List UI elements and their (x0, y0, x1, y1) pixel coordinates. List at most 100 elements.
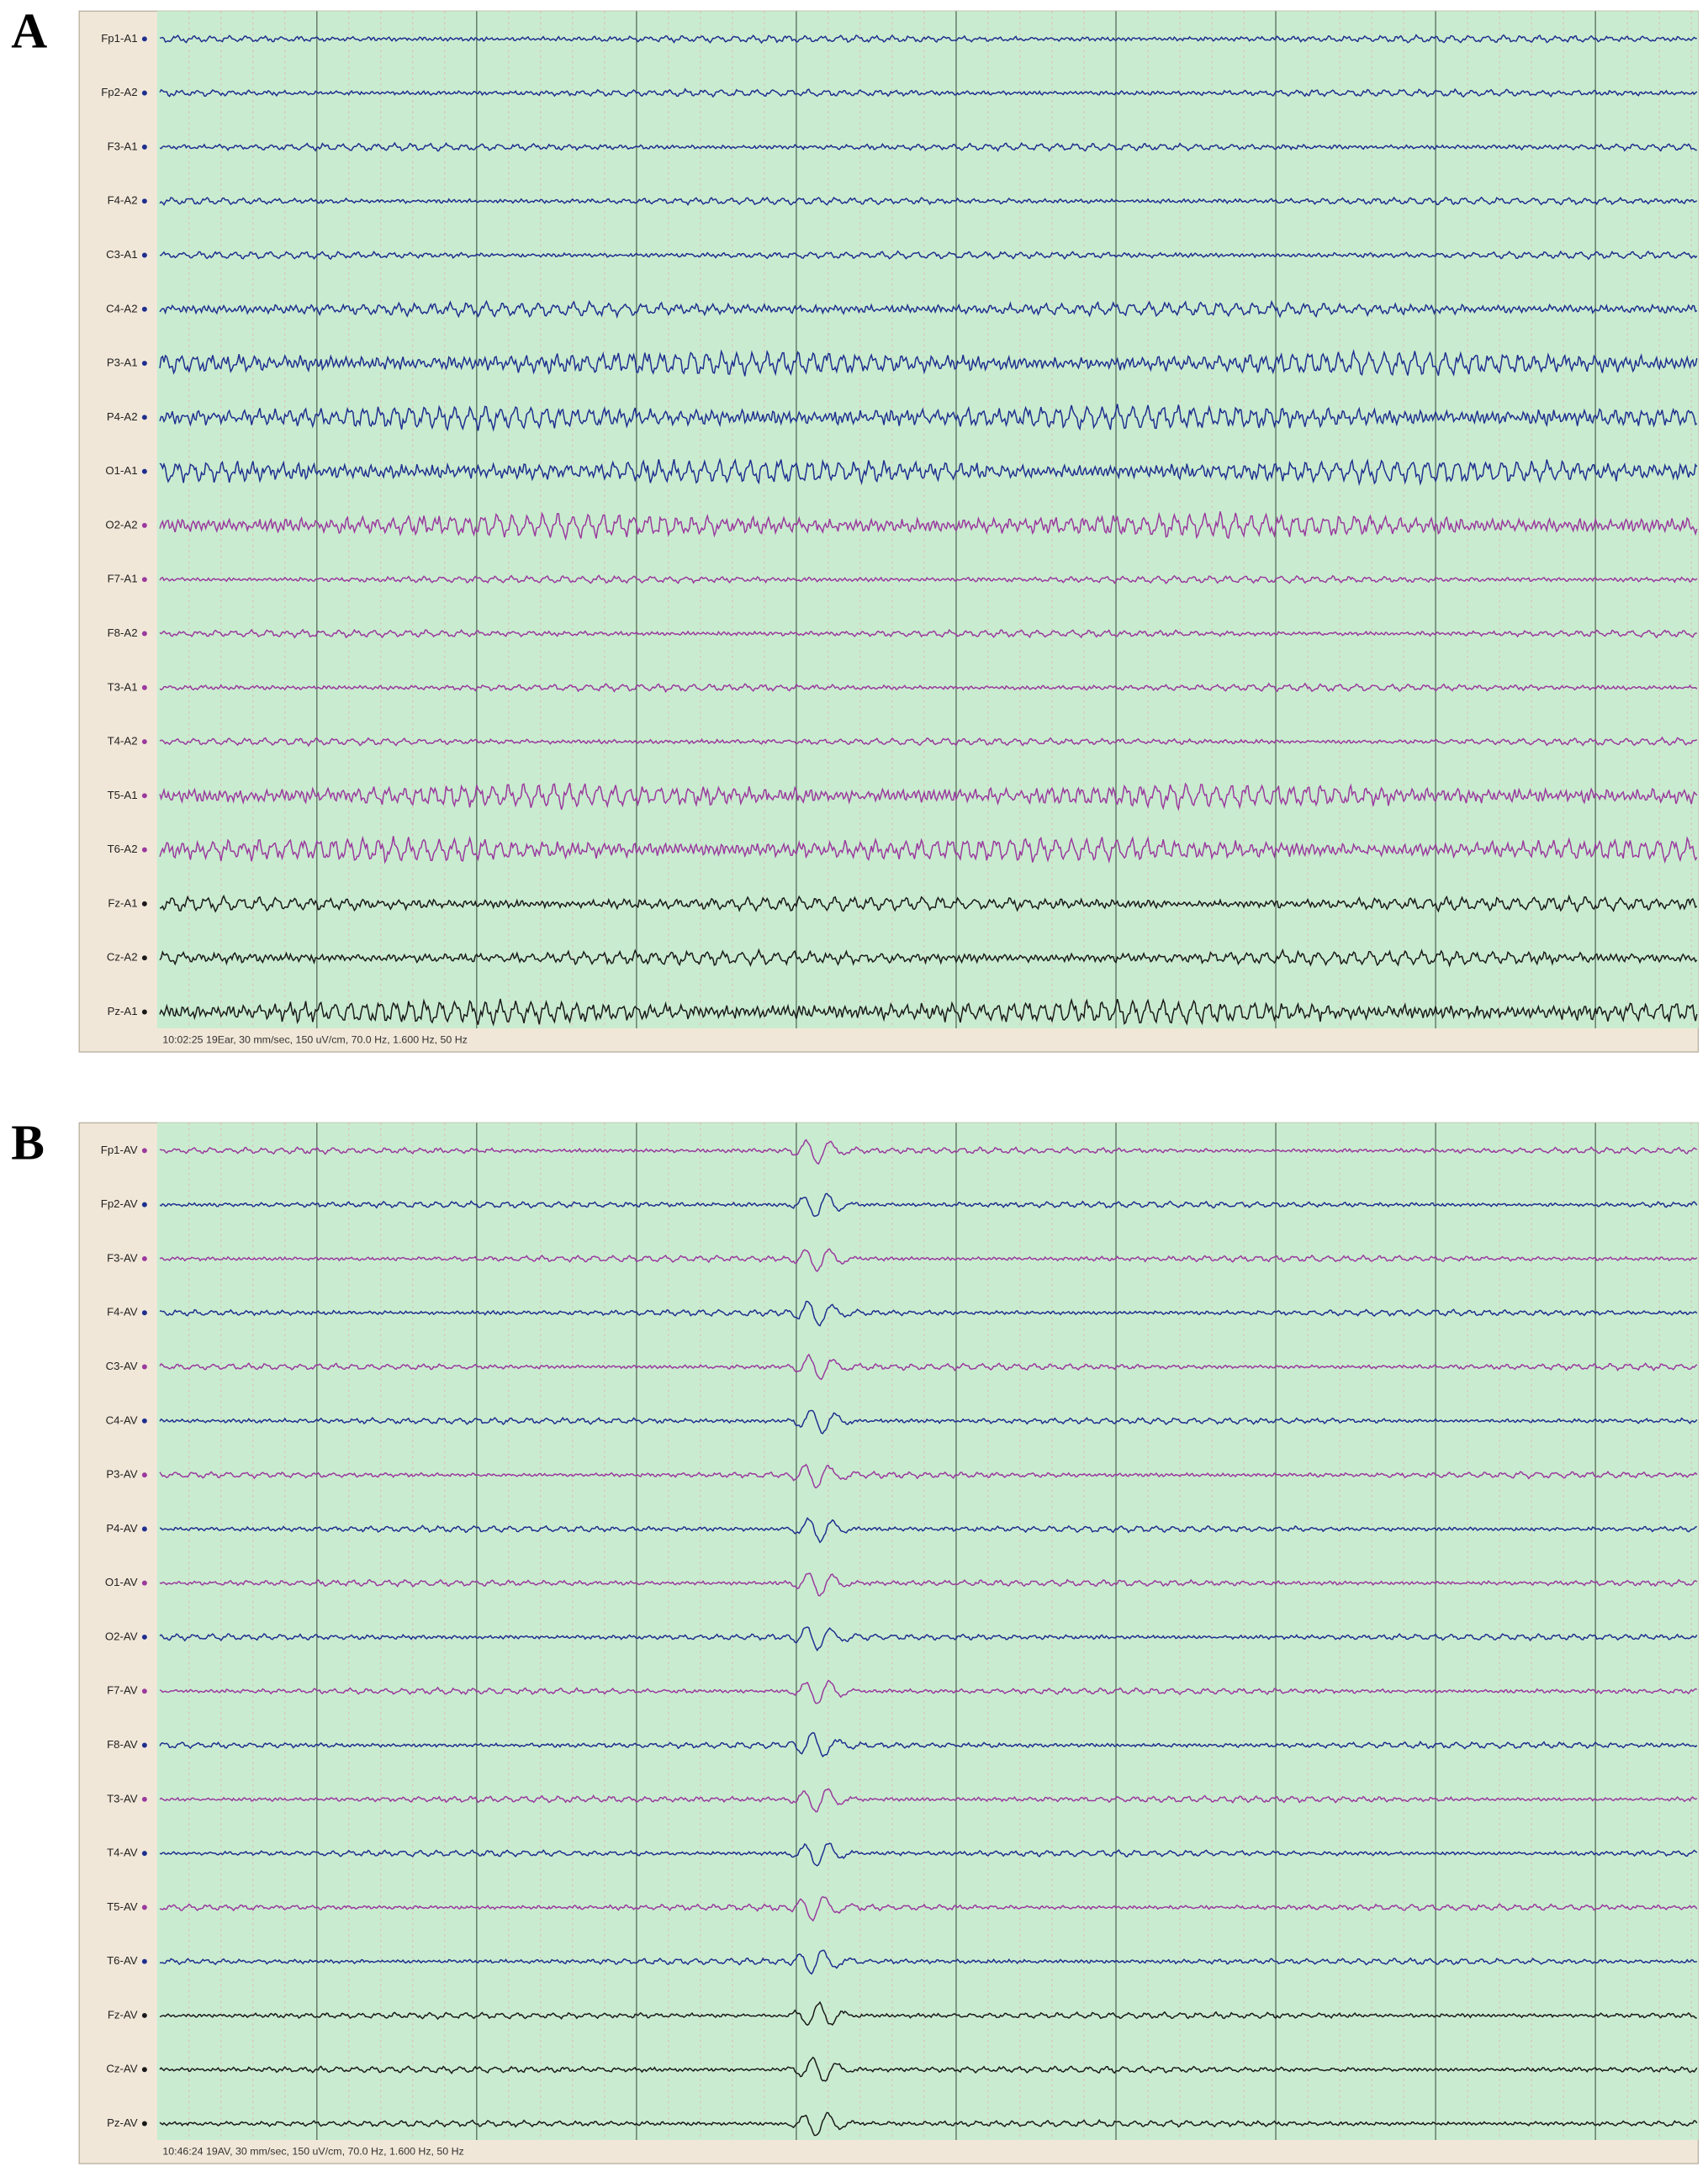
channel-label: T5-A1 (108, 789, 138, 801)
eeg-trace (159, 1517, 1698, 1544)
eeg-panel: A Fp1-A1 Fp2-A2 F3-A1 F4-A2 C3-A1 C4-A2 P3-A1 P4… (11, 3, 1700, 1053)
channel-label: T5-AV (107, 1900, 138, 1913)
eeg-trace (159, 1192, 1698, 1218)
channel-label: C3-A1 (106, 248, 137, 261)
eeg-trace (159, 457, 1698, 487)
channel-label: Fp1-AV (101, 1144, 138, 1156)
eeg-trace (159, 782, 1698, 811)
channel-label: T4-AV (107, 1847, 138, 1859)
eeg-trace (159, 348, 1698, 377)
eeg-trace (159, 511, 1698, 542)
channel-dot (141, 90, 147, 96)
channel-label: T3-AV (107, 1792, 138, 1804)
channel-label: F8-A2 (108, 626, 138, 639)
eeg-trace (159, 299, 1698, 320)
channel-label: F7-A1 (108, 573, 138, 585)
channel-label: P4-AV (106, 1522, 137, 1535)
channel-dot (141, 361, 147, 367)
eeg-trace (159, 404, 1698, 432)
channel-label: C3-AV (106, 1360, 138, 1372)
eeg-trace (159, 250, 1698, 261)
channel-label: Cz-A2 (107, 951, 138, 964)
channel-dot (141, 1310, 147, 1316)
eeg-panel: B Fp1-AV Fp2-AV F3-AV F4-AV C3-AV C4-AV P3-AV P4… (11, 1115, 1700, 2164)
channel-dot (141, 1526, 147, 1532)
eeg-trace (159, 574, 1698, 584)
channel-label: Fp2-A2 (101, 86, 137, 98)
channel-label: F7-AV (107, 1684, 138, 1697)
trace-area (156, 1123, 1699, 2140)
eeg-trace (159, 835, 1698, 864)
channel-label: F4-AV (107, 1306, 138, 1318)
channel-label: O2-A2 (105, 518, 137, 531)
status-bar: 10:46:24 19AV, 30 mm/sec, 150 uV/cm, 70.… (162, 2145, 463, 2157)
channel-dot (141, 415, 147, 420)
panel-letter: B (11, 1115, 45, 1170)
status-bar: 10:02:25 19Ear, 30 mm/sec, 150 uV/cm, 70… (162, 1033, 468, 1045)
eeg-trace (159, 34, 1697, 45)
channel-label: Cz-AV (106, 2063, 137, 2075)
channel-dot (141, 306, 147, 312)
channel-dot (141, 577, 147, 583)
channel-dot (141, 1688, 147, 1694)
eeg-trace (159, 948, 1698, 968)
channel-dot (141, 1851, 147, 1857)
eeg-trace (159, 2056, 1698, 2082)
eeg-trace (159, 1300, 1698, 1327)
channel-label: T6-A2 (108, 843, 138, 855)
channel-label: P4-A2 (107, 410, 138, 423)
channel-dot (141, 36, 147, 42)
channel-label: Fp1-A1 (101, 32, 137, 45)
channel-dot (141, 522, 147, 528)
channel-dot (141, 1796, 147, 1802)
channel-dot (141, 1905, 147, 1910)
channel-label: F3-A1 (108, 140, 138, 152)
channel-label: C4-A2 (106, 302, 137, 314)
channel-dot (141, 739, 147, 745)
eeg-trace (159, 1572, 1698, 1597)
channel-label: O1-AV (105, 1576, 138, 1588)
eeg-trace (159, 736, 1698, 748)
channel-dot (141, 1364, 147, 1370)
channel-dot (141, 1742, 147, 1748)
eeg-trace (160, 894, 1698, 913)
channel-dot (141, 1255, 147, 1261)
channel-label: Fp2-AV (101, 1197, 138, 1210)
channel-dot (141, 2067, 147, 2073)
eeg-trace (159, 1353, 1698, 1381)
channel-dot (141, 252, 147, 258)
channel-dot (141, 1580, 147, 1586)
channel-label: F4-A2 (108, 194, 138, 207)
channel-label: T6-AV (107, 1954, 138, 1967)
channel-dot (141, 793, 147, 799)
eeg-trace (159, 682, 1698, 694)
channel-dot (141, 468, 147, 474)
channel-label: Fz-AV (108, 2008, 138, 2021)
eeg-trace (159, 1409, 1698, 1435)
channel-label: T3-A1 (108, 680, 138, 693)
channel-dot (141, 2012, 147, 2018)
eeg-trace (159, 1731, 1698, 1758)
eeg-trace (159, 1139, 1698, 1165)
channel-label: Fz-A1 (108, 896, 137, 909)
eeg-trace (159, 196, 1698, 206)
eeg-trace (159, 1949, 1697, 1975)
trace-area (156, 11, 1699, 1028)
channel-dot (141, 198, 147, 204)
eeg-trace (159, 141, 1697, 152)
eeg-trace (159, 1842, 1698, 1867)
channel-dot (141, 1148, 147, 1154)
eeg-trace (159, 1788, 1698, 1813)
eeg-trace (159, 2111, 1698, 2137)
channel-label: P3-A1 (107, 357, 138, 369)
eeg-trace (159, 1679, 1698, 1704)
channel-dot (141, 684, 147, 690)
channel-dot (141, 901, 147, 906)
channel-dot (141, 1202, 147, 1207)
eeg-trace (159, 2000, 1697, 2026)
channel-label: T4-A2 (108, 735, 138, 748)
channel-label: O2-AV (105, 1630, 138, 1642)
channel-dot (141, 2121, 147, 2127)
